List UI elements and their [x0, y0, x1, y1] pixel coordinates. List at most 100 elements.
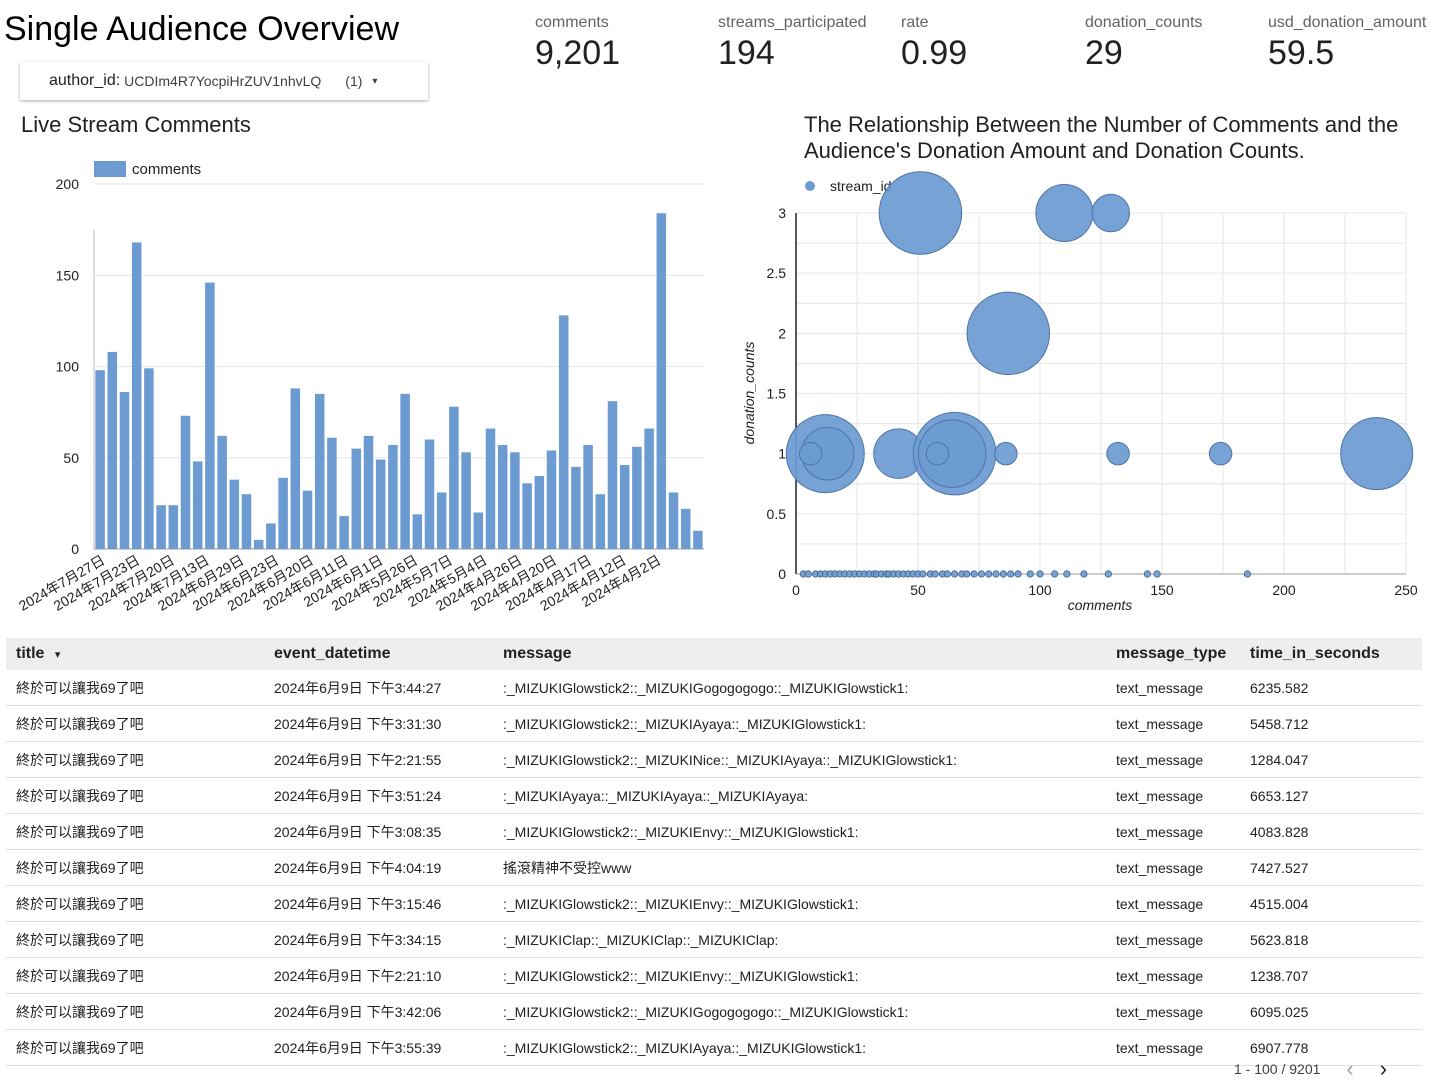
bar[interactable]	[656, 213, 667, 549]
bar[interactable]	[351, 448, 362, 549]
scatter-point[interactable]	[1104, 570, 1112, 578]
bar[interactable]	[144, 368, 154, 549]
bar[interactable]	[485, 428, 496, 549]
table-row[interactable]: 終於可以讓我69了吧 2024年6月9日 下午3:44:27:_MIZUKIGlo…	[6, 670, 1422, 706]
bar[interactable]	[607, 401, 618, 549]
bar[interactable]	[668, 492, 679, 549]
scatter-point[interactable]	[919, 570, 927, 578]
bubble[interactable]	[1035, 184, 1094, 242]
table-row[interactable]: 終於可以讓我69了吧 2024年6月9日 下午3:42:06:_MIZUKIGlo…	[6, 994, 1422, 1030]
column-header-title[interactable]: title ▾	[16, 645, 60, 663]
scatter-point[interactable]	[931, 570, 939, 578]
table-row[interactable]: 終於可以讓我69了吧 2024年6月9日 下午3:08:35:_MIZUKIGlo…	[6, 814, 1422, 850]
bar[interactable]	[253, 539, 264, 549]
bubble[interactable]	[917, 419, 987, 488]
bar[interactable]	[473, 512, 484, 550]
bar[interactable]	[192, 461, 203, 549]
bar[interactable]	[339, 516, 349, 549]
bar[interactable]	[595, 494, 606, 549]
bubble[interactable]	[798, 441, 823, 466]
bar[interactable]	[680, 508, 691, 549]
bar[interactable]	[241, 494, 252, 549]
scatter-point[interactable]	[963, 570, 971, 578]
scatter-point[interactable]	[1014, 570, 1022, 578]
bubble[interactable]	[1208, 441, 1233, 466]
scatter-point[interactable]	[1026, 570, 1034, 578]
scatter-point[interactable]	[1007, 570, 1015, 578]
scatter-point[interactable]	[1063, 570, 1071, 578]
bubble[interactable]	[878, 171, 963, 255]
chevron-left-icon[interactable]: ‹	[1346, 1056, 1354, 1081]
bar[interactable]	[290, 388, 301, 549]
bar[interactable]	[436, 492, 447, 549]
bar[interactable]	[107, 351, 118, 549]
table-row[interactable]: 終於可以讓我69了吧 2024年6月9日 下午3:31:30:_MIZUKIGlo…	[6, 706, 1422, 742]
bar[interactable]	[180, 415, 191, 549]
bar[interactable]	[510, 452, 520, 549]
column-header-time-in-seconds[interactable]: time_in_seconds	[1250, 645, 1380, 662]
bar[interactable]	[449, 406, 459, 549]
bubble[interactable]	[1091, 193, 1131, 233]
bar[interactable]	[461, 452, 471, 549]
author-id-filter[interactable]: author_id: UCDIm4R7YocpiHrZUV1nhvLQ (1) …	[20, 62, 428, 100]
bar[interactable]	[266, 523, 276, 549]
bar[interactable]	[119, 392, 130, 549]
scatter-point[interactable]	[985, 570, 993, 578]
bar[interactable]	[632, 446, 642, 549]
table-row[interactable]: 終於可以讓我69了吧 2024年6月9日 下午3:34:15:_MIZUKICla…	[6, 922, 1422, 958]
scatter-point[interactable]	[1051, 570, 1059, 578]
scatter-point[interactable]	[1080, 570, 1088, 578]
bar[interactable]	[534, 476, 545, 549]
bar[interactable]	[619, 465, 630, 549]
scatter-point[interactable]	[1036, 570, 1044, 578]
scatter-point[interactable]	[943, 570, 951, 578]
scatter-point[interactable]	[804, 570, 812, 578]
scatter-point[interactable]	[992, 570, 1000, 578]
bar[interactable]	[522, 483, 532, 549]
table-row[interactable]: 終於可以讓我69了吧 2024年6月9日 下午3:55:39:_MIZUKIGlo…	[6, 1030, 1422, 1066]
bubble[interactable]	[966, 291, 1051, 376]
table-row[interactable]: 終於可以讓我69了吧 2024年6月9日 下午2:21:10:_MIZUKIGlo…	[6, 958, 1422, 994]
column-header-message[interactable]: message	[503, 645, 572, 662]
bar[interactable]	[388, 444, 398, 549]
table-row[interactable]: 終於可以讓我69了吧 2024年6月9日 下午3:51:24:_MIZUKIAya…	[6, 778, 1422, 814]
bar[interactable]	[424, 439, 435, 550]
bar[interactable]	[375, 459, 386, 549]
bar[interactable]	[205, 282, 215, 549]
column-header-event-datetime[interactable]: event_datetime	[274, 645, 391, 662]
bar[interactable]	[168, 505, 179, 549]
bar[interactable]	[412, 514, 423, 549]
bar[interactable]	[327, 437, 337, 549]
bar[interactable]	[314, 393, 325, 549]
scatter-point[interactable]	[970, 570, 978, 578]
bar[interactable]	[363, 435, 374, 549]
bar[interactable]	[217, 435, 227, 549]
scatter-point[interactable]	[999, 570, 1007, 578]
sort-desc-icon[interactable]: ▾	[54, 649, 61, 661]
bar[interactable]	[571, 466, 581, 549]
bar[interactable]	[558, 315, 569, 549]
scatter-point[interactable]	[1153, 570, 1161, 578]
table-row[interactable]: 終於可以讓我69了吧 2024年6月9日 下午2:21:55:_MIZUKIGlo…	[6, 742, 1422, 778]
scatter-point[interactable]	[951, 570, 959, 578]
bar[interactable]	[400, 393, 410, 549]
bar[interactable]	[546, 450, 557, 549]
bar[interactable]	[156, 505, 166, 549]
bar[interactable]	[229, 479, 240, 549]
scatter-point[interactable]	[1143, 570, 1151, 578]
bubble[interactable]	[925, 441, 950, 466]
column-header-message-type[interactable]: message_type	[1116, 645, 1227, 662]
bubble[interactable]	[994, 441, 1018, 466]
bubble[interactable]	[1106, 441, 1130, 466]
bar[interactable]	[131, 242, 142, 549]
caret-down-icon[interactable]: ▾	[372, 75, 378, 87]
scatter-point[interactable]	[977, 570, 986, 578]
scatter-point[interactable]	[1243, 570, 1252, 578]
bar[interactable]	[644, 428, 654, 549]
chevron-right-icon[interactable]: ›	[1379, 1056, 1388, 1081]
table-row[interactable]: 終於可以讓我69了吧 2024年6月9日 下午3:15:46:_MIZUKIGlo…	[6, 886, 1422, 922]
bar[interactable]	[583, 444, 593, 549]
table-row[interactable]: 終於可以讓我69了吧 2024年6月9日 下午4:04:19 搖滾精神不受控www t…	[6, 850, 1422, 886]
bar[interactable]	[302, 490, 313, 549]
bar[interactable]	[497, 444, 508, 549]
